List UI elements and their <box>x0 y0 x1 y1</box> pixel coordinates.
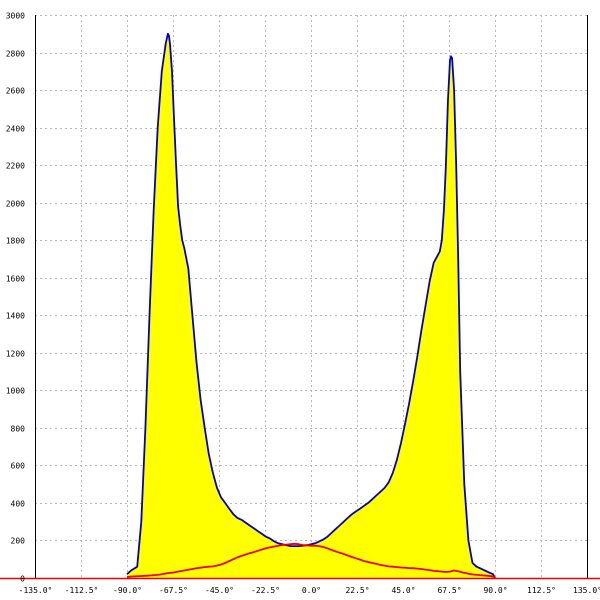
x-tick-label: -135.0° <box>19 586 53 595</box>
y-tick-label: 200 <box>11 537 26 546</box>
y-tick-label: 400 <box>11 500 26 509</box>
x-tick-label: 67.5° <box>437 586 461 595</box>
x-tick-label: 45.0° <box>391 586 415 595</box>
y-tick-label: 2800 <box>6 50 25 59</box>
grid <box>35 15 588 578</box>
y-tick-label: 2400 <box>6 125 25 134</box>
series-1-line <box>126 542 496 578</box>
tick-labels: -135.0° -112.5° -90.0° -67.5° -45.0° -22.5° 0.… <box>6 12 600 596</box>
y-tick-label: 1200 <box>6 350 25 359</box>
x-tick-label: -90.0° <box>113 586 142 595</box>
y-tick-label: 3000 <box>6 12 25 21</box>
x-tick-label: 135.0° <box>573 586 600 595</box>
y-tick-label: 1600 <box>6 275 25 284</box>
x-tick-label: -22.5° <box>251 586 280 595</box>
y-tick-label: 2600 <box>6 87 25 96</box>
series-layer <box>126 32 496 579</box>
x-tick-label: 90.0° <box>483 586 507 595</box>
axes <box>0 15 600 580</box>
y-tick-label: 600 <box>11 462 26 471</box>
y-tick-label: 1800 <box>6 237 25 246</box>
x-tick-label: -67.5° <box>159 586 188 595</box>
x-tick-label: 22.5° <box>345 586 369 595</box>
series-0-line <box>126 32 496 579</box>
y-tick-label: 0 <box>20 575 25 584</box>
y-tick-label: 800 <box>11 425 26 434</box>
x-tick-label: -45.0° <box>205 586 234 595</box>
y-tick-label: 1000 <box>6 387 25 396</box>
x-tick-label: -112.5° <box>65 586 99 595</box>
x-tick-label: 112.5° <box>527 586 556 595</box>
y-tick-label: 2200 <box>6 162 25 171</box>
y-tick-label: 2000 <box>6 200 25 209</box>
series-0-area <box>127 33 495 579</box>
x-tick-label: 0.0° <box>302 586 321 595</box>
y-tick-label: 1400 <box>6 312 25 321</box>
